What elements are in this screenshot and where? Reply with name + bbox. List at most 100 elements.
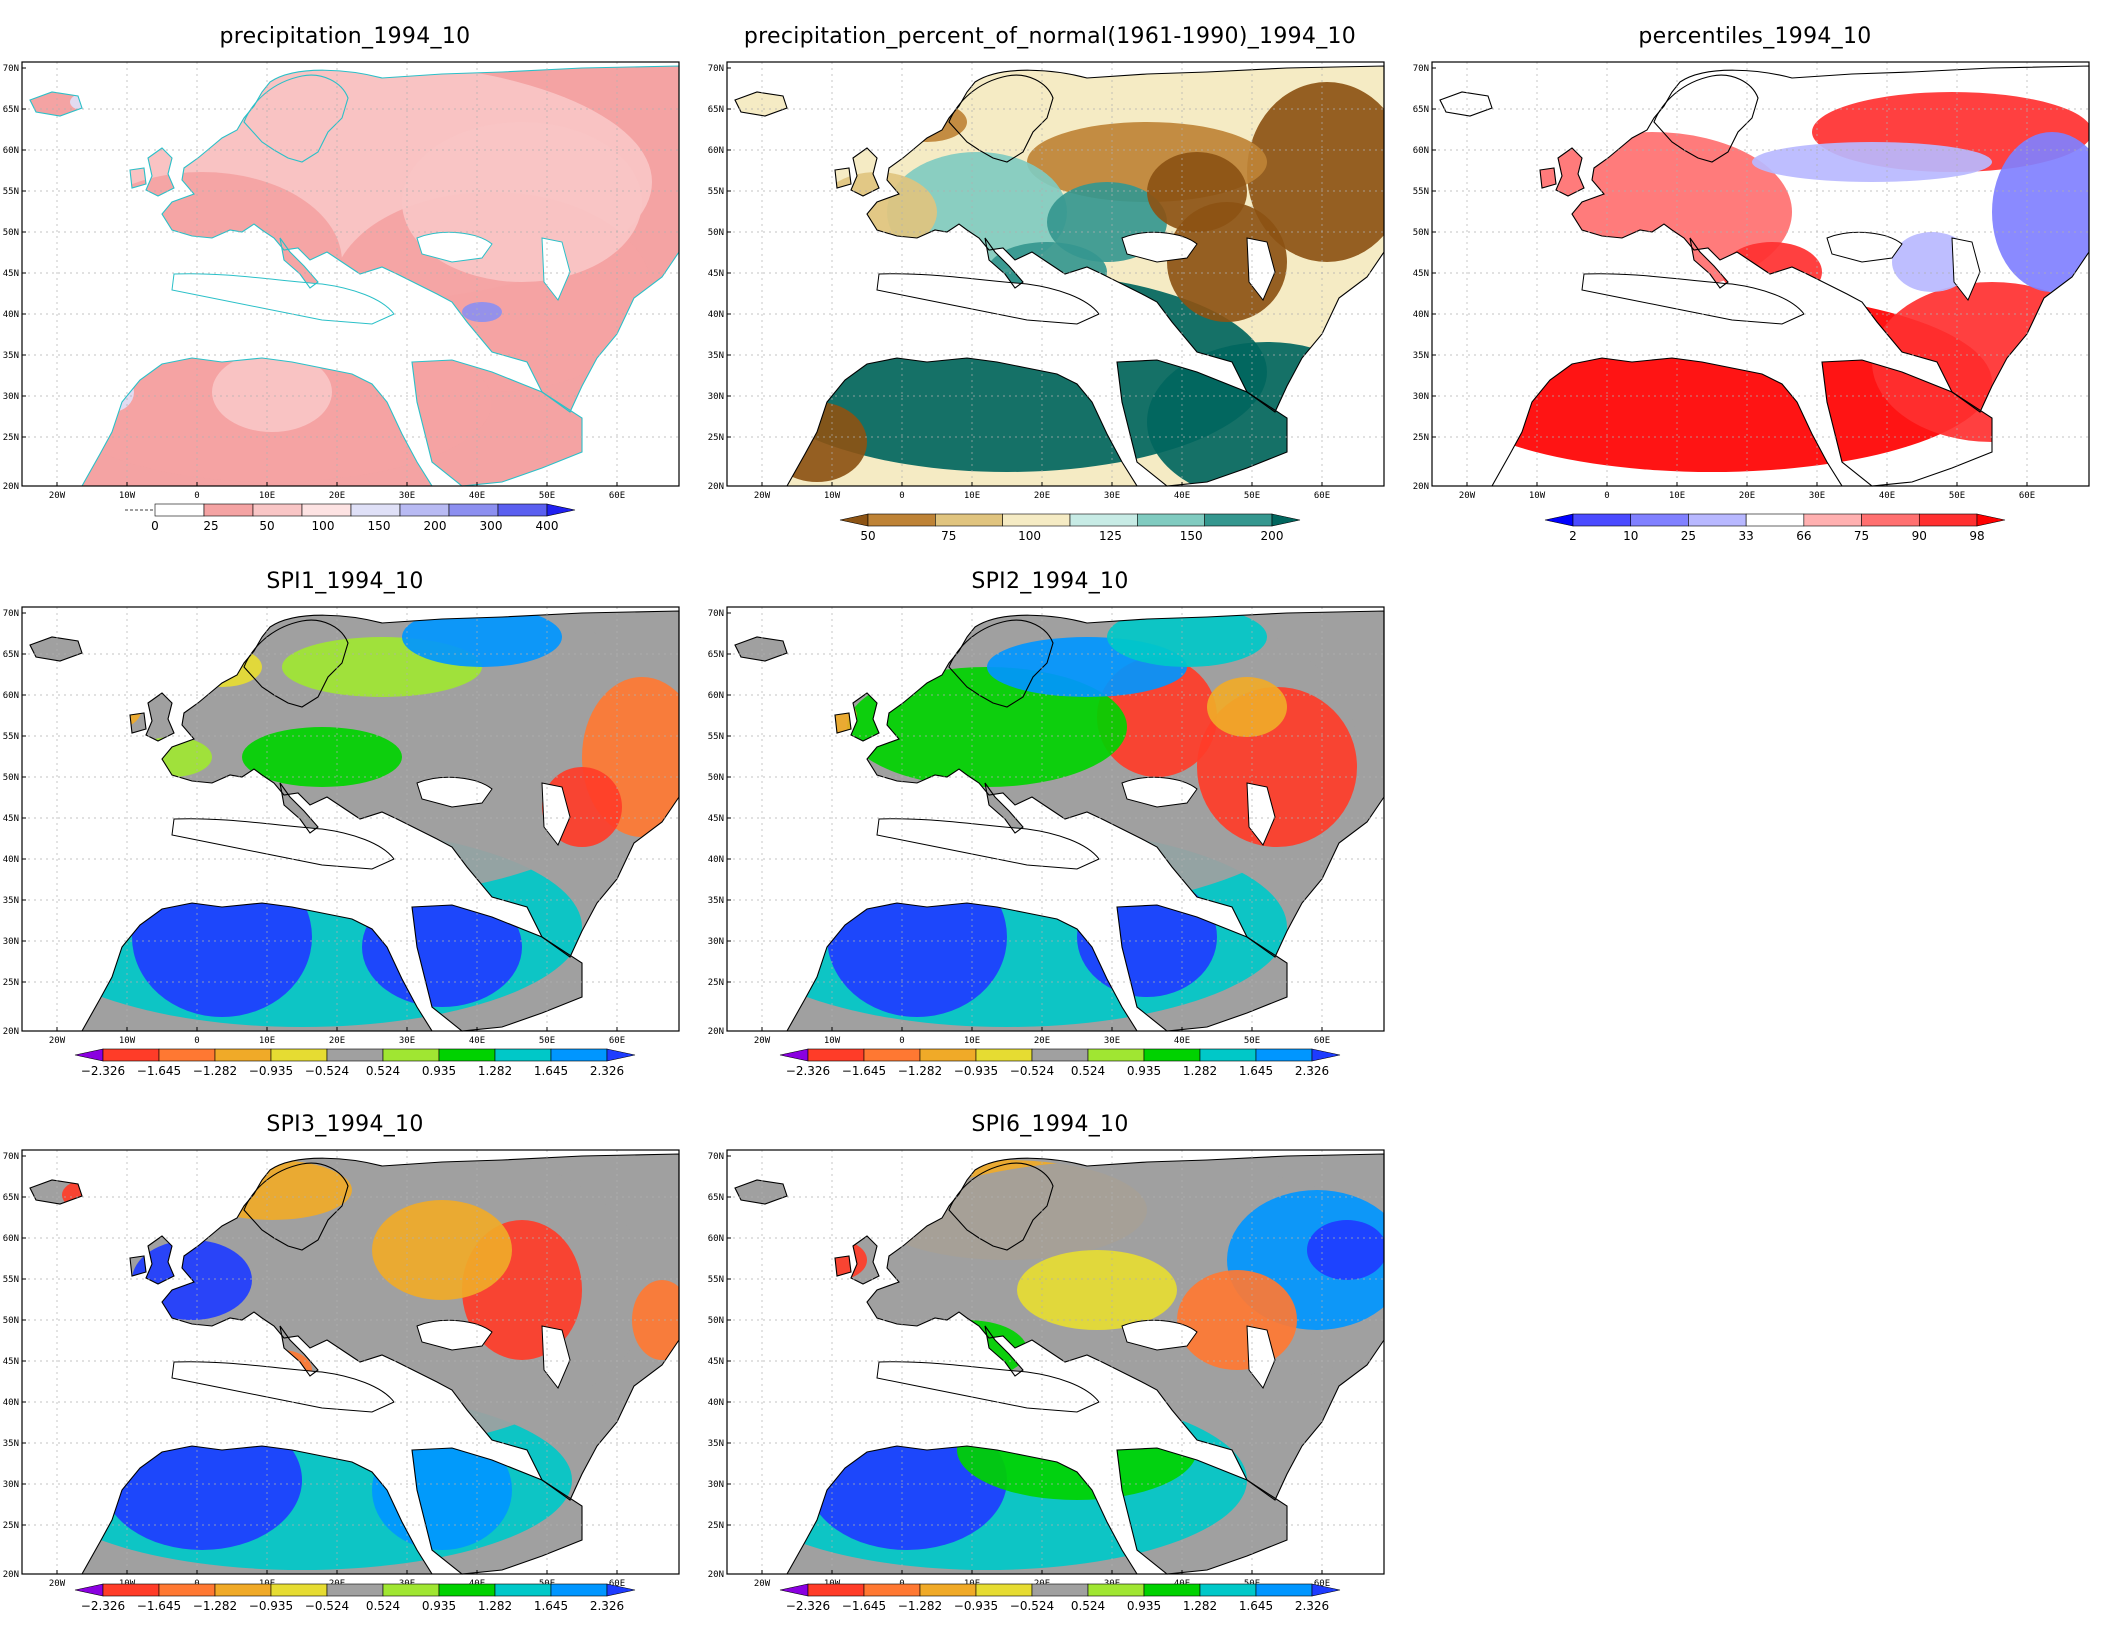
sea bbox=[877, 818, 1099, 869]
coastline bbox=[541, 1325, 571, 1389]
map-border bbox=[1431, 61, 2090, 487]
coastline bbox=[243, 1162, 349, 1251]
lon-tick-label: 50E bbox=[539, 491, 555, 501]
lat-tick-label: 55N bbox=[708, 187, 724, 197]
coastline bbox=[1121, 231, 1198, 263]
coastline bbox=[1116, 359, 1288, 487]
coastline bbox=[1689, 237, 1729, 289]
colorbar-segment bbox=[867, 513, 936, 527]
lat-tick-label: 25N bbox=[708, 433, 724, 443]
map-border bbox=[726, 61, 1385, 487]
colorbar-segment bbox=[1031, 1583, 1089, 1597]
lon-tick-label: 20W bbox=[754, 1036, 771, 1046]
colorbar-label: 0.935 bbox=[422, 1599, 456, 1613]
colorbar-label: 0.524 bbox=[366, 1599, 400, 1613]
colorbar-label: 2.326 bbox=[1295, 1599, 1329, 1613]
lat-tick-label: 40N bbox=[3, 1398, 19, 1408]
colorbar-segment bbox=[975, 1048, 1033, 1062]
field-shading bbox=[212, 352, 332, 432]
lat-tick-label: 70N bbox=[708, 64, 724, 74]
colorbar-spi6: −2.326 −1.645 −1.282 −0.935 −0.524 0.524 0.935… bbox=[779, 1583, 1341, 1613]
sea bbox=[172, 273, 394, 324]
colorbar-segment bbox=[1069, 513, 1138, 527]
colorbar-label: 0.935 bbox=[1127, 1599, 1161, 1613]
map-frame bbox=[726, 606, 1385, 1032]
colorbar-label: 0.935 bbox=[1127, 1064, 1161, 1078]
field-shading bbox=[1017, 1250, 1177, 1330]
field-shading bbox=[847, 667, 1127, 787]
map-frame bbox=[21, 606, 680, 1032]
coastline bbox=[1246, 237, 1276, 301]
map-border bbox=[726, 606, 1385, 1032]
coastline bbox=[416, 1319, 493, 1351]
coastline bbox=[81, 902, 433, 1032]
sea bbox=[542, 1326, 570, 1388]
lat-tick-label: 35N bbox=[3, 351, 19, 361]
colorbar-label: −1.282 bbox=[193, 1064, 237, 1078]
colorbar-segment bbox=[919, 1048, 977, 1062]
sea bbox=[877, 1361, 1099, 1412]
coastline bbox=[171, 1361, 395, 1413]
coastline bbox=[1571, 65, 2090, 413]
coastline bbox=[948, 1162, 1054, 1251]
colorbar-label: −1.645 bbox=[137, 1064, 181, 1078]
colorbar-segment bbox=[102, 1048, 160, 1062]
coastline bbox=[786, 1445, 1138, 1575]
colorbar-label: 33 bbox=[1739, 529, 1754, 543]
colorbar-label: 125 bbox=[1099, 529, 1122, 543]
field-shading bbox=[1247, 82, 1384, 262]
field-shading bbox=[242, 727, 402, 787]
lat-tick-label: 60N bbox=[3, 146, 19, 156]
colorbar-percentiles: 2 10 25 33 66 75 90 98 bbox=[1544, 513, 2006, 543]
lon-tick-label: 10E bbox=[259, 1036, 275, 1046]
colorbar-segment bbox=[1630, 513, 1689, 527]
colorbar: −2.326 −1.645 −1.282 −0.935 −0.524 0.524 0.935… bbox=[779, 1583, 1341, 1613]
panel-spi2: SPI2_1994_10 70N 65N 60N 55N 50N 45N 40N 35N 30N… bbox=[705, 565, 1395, 1085]
lat-tick-label: 65N bbox=[708, 1193, 724, 1203]
coastline bbox=[279, 782, 319, 834]
coastline bbox=[948, 619, 1054, 708]
sea bbox=[1952, 238, 1980, 300]
lat-tick-label: 25N bbox=[3, 978, 19, 988]
lon-tick-label: 0 bbox=[899, 491, 904, 501]
colorbar-percent-normal: 50 75 100 125 150 200 bbox=[839, 513, 1301, 543]
lat-tick-label: 50N bbox=[708, 228, 724, 238]
sea bbox=[1247, 238, 1275, 300]
coastline bbox=[145, 147, 175, 197]
colorbar-label: −0.935 bbox=[954, 1599, 998, 1613]
coastline bbox=[81, 1445, 433, 1575]
field-shading bbox=[372, 1200, 512, 1300]
coastline bbox=[876, 273, 1100, 325]
colorbar-segment bbox=[935, 513, 1003, 527]
colorbar-label: 2.326 bbox=[590, 1599, 624, 1613]
lon-tick-label: 60E bbox=[2019, 491, 2035, 501]
lat-tick-label: 45N bbox=[708, 1357, 724, 1367]
coastline bbox=[984, 1325, 1024, 1377]
colorbar-label: −0.524 bbox=[1010, 1064, 1054, 1078]
colorbar-spi2: −2.326 −1.645 −1.282 −0.935 −0.524 0.524 0.935… bbox=[779, 1048, 1341, 1078]
colorbar-segment bbox=[807, 1048, 865, 1062]
colorbar-label: −2.326 bbox=[786, 1064, 830, 1078]
lon-tick-label: 60E bbox=[1314, 1036, 1330, 1046]
coastline bbox=[145, 692, 175, 742]
colorbar-spi1: −2.326 −1.645 −1.282 −0.935 −0.524 0.524 0.935… bbox=[74, 1048, 636, 1078]
colorbar-label: −1.645 bbox=[137, 1599, 181, 1613]
sea bbox=[417, 1320, 492, 1350]
colorbar-segment bbox=[270, 1048, 328, 1062]
field-shading bbox=[632, 1280, 679, 1360]
lat-tick-label: 25N bbox=[3, 1521, 19, 1531]
colorbar-segment bbox=[1087, 1048, 1145, 1062]
panel-percentiles: percentiles_1994_10 70N 65N 60N 55N 50N 45N 40… bbox=[1410, 20, 2100, 543]
lat-tick-label: 30N bbox=[708, 392, 724, 402]
coastline bbox=[29, 636, 83, 662]
lat-tick-label: 35N bbox=[708, 896, 724, 906]
colorbar: 0 25 50 100 150 200 300 400 bbox=[125, 503, 576, 533]
colorbar-label: 25 bbox=[1681, 529, 1696, 543]
colorbar-segment bbox=[494, 1048, 552, 1062]
lat-tick-label: 25N bbox=[1413, 433, 1429, 443]
colorbar-segment bbox=[1137, 513, 1205, 527]
colorbar-extend-low bbox=[74, 1583, 104, 1597]
lat-tick-label: 50N bbox=[3, 228, 19, 238]
map-border bbox=[21, 61, 680, 487]
colorbar-label: 1.645 bbox=[534, 1599, 568, 1613]
